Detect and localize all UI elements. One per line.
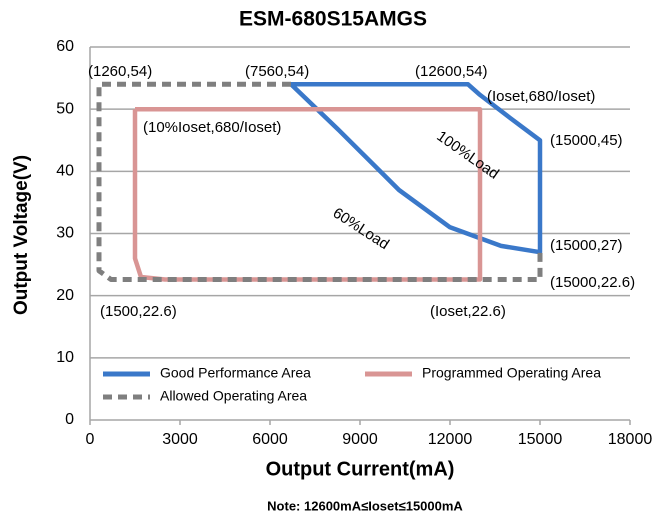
y-tick-label: 0 [65,411,74,428]
annotation: (7560,54) [245,63,309,80]
annotation: (1260,54) [88,63,152,80]
y-tick-label: 40 [56,163,74,180]
x-axis-label: Output Current(mA) [266,458,455,480]
legend-label: Allowed Operating Area [160,388,307,404]
x-tick-label: 3000 [162,431,198,448]
x-tick-label: 6000 [252,431,288,448]
y-tick-label: 20 [56,287,74,304]
annotation: (Ioset,680/Ioset) [487,88,595,105]
annotation: (15000,27) [550,237,623,254]
legend-label: Good Performance Area [160,365,311,381]
x-tick-label: 0 [86,431,95,448]
annotation: (Ioset,22.6) [430,303,506,320]
x-tick-label: 9000 [342,431,378,448]
chart-title: ESM-680S15AMGS [239,8,427,31]
annotation: (12600,54) [415,63,488,80]
y-tick-label: 10 [56,349,74,366]
y-axis-label: Output Voltage(V) [11,155,32,315]
annotation: (1500,22.6) [100,303,177,320]
series-line [96,81,543,282]
y-tick-label: 50 [56,100,74,117]
y-tick-label: 30 [56,225,74,242]
annotation: (15000,22.6) [550,274,635,291]
x-tick-label: 18000 [608,431,653,448]
annotation: (10%Ioset,680/Ioset) [143,119,281,136]
annotation: 100%Load [433,128,502,183]
series-line [132,106,483,282]
series-line [289,82,543,255]
annotation: (15000,45) [550,132,623,149]
note: Note: 12600mA≤Ioset≤15000mA [267,498,463,513]
x-tick-label: 12000 [428,431,473,448]
annotation: 60%Load [330,204,392,253]
legend-label: Programmed Operating Area [422,365,601,381]
x-tick-label: 15000 [518,431,563,448]
y-tick-label: 60 [56,38,74,55]
